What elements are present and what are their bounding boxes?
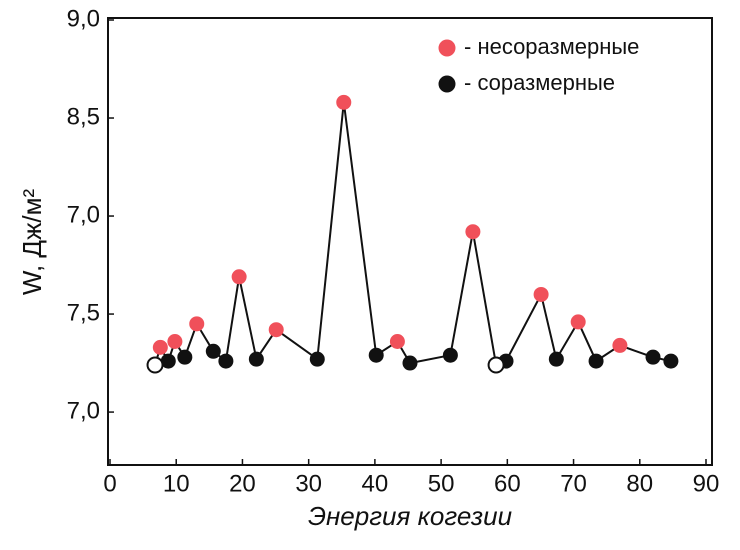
x-tick-label: 60 bbox=[494, 470, 521, 497]
legend-marker bbox=[438, 75, 456, 93]
data-point bbox=[336, 94, 352, 110]
legend-label: - несоразмерные bbox=[464, 34, 639, 59]
data-point bbox=[487, 356, 505, 374]
x-tick-label: 50 bbox=[428, 470, 455, 497]
x-tick-label: 40 bbox=[362, 470, 389, 497]
x-axis-label: Энергия когезии bbox=[308, 501, 512, 531]
data-point bbox=[160, 353, 176, 369]
x-tick-label: 90 bbox=[693, 470, 720, 497]
data-point bbox=[570, 314, 586, 330]
legend-marker bbox=[438, 39, 456, 57]
data-point bbox=[645, 349, 661, 365]
data-point bbox=[402, 355, 418, 371]
plot-frame bbox=[107, 17, 713, 466]
data-point bbox=[389, 333, 405, 349]
x-tick-label: 30 bbox=[295, 470, 322, 497]
data-point bbox=[612, 337, 628, 353]
data-point bbox=[146, 356, 164, 374]
y-tick-label: 7,0 bbox=[67, 201, 100, 228]
data-point bbox=[548, 351, 564, 367]
data-point bbox=[663, 353, 679, 369]
y-tick-label: 7,0 bbox=[67, 397, 100, 424]
data-point bbox=[442, 347, 458, 363]
data-point bbox=[588, 353, 604, 369]
x-tick-label: 10 bbox=[163, 470, 190, 497]
x-tick-label: 0 bbox=[103, 470, 116, 497]
x-tick-label: 20 bbox=[229, 470, 256, 497]
x-tick-label: 70 bbox=[560, 470, 587, 497]
y-tick-label: 7,5 bbox=[67, 299, 100, 326]
data-point bbox=[189, 316, 205, 332]
data-point bbox=[309, 351, 325, 367]
data-point bbox=[205, 343, 221, 359]
data-point bbox=[533, 286, 549, 302]
data-line bbox=[154, 102, 672, 367]
data-point bbox=[248, 351, 264, 367]
data-point bbox=[167, 333, 183, 349]
data-point bbox=[152, 339, 168, 355]
y-axis-label: W, Дж/м² bbox=[17, 189, 47, 296]
data-point bbox=[231, 269, 247, 285]
data-point bbox=[218, 353, 234, 369]
data-point bbox=[465, 224, 481, 240]
legend-label: - соразмерные bbox=[464, 70, 615, 95]
y-tick-label: 9,0 bbox=[67, 5, 100, 32]
y-tick-label: 8,5 bbox=[67, 103, 100, 130]
data-point bbox=[268, 322, 284, 338]
data-point bbox=[177, 349, 193, 365]
x-tick-label: 80 bbox=[626, 470, 653, 497]
data-point bbox=[368, 347, 384, 363]
